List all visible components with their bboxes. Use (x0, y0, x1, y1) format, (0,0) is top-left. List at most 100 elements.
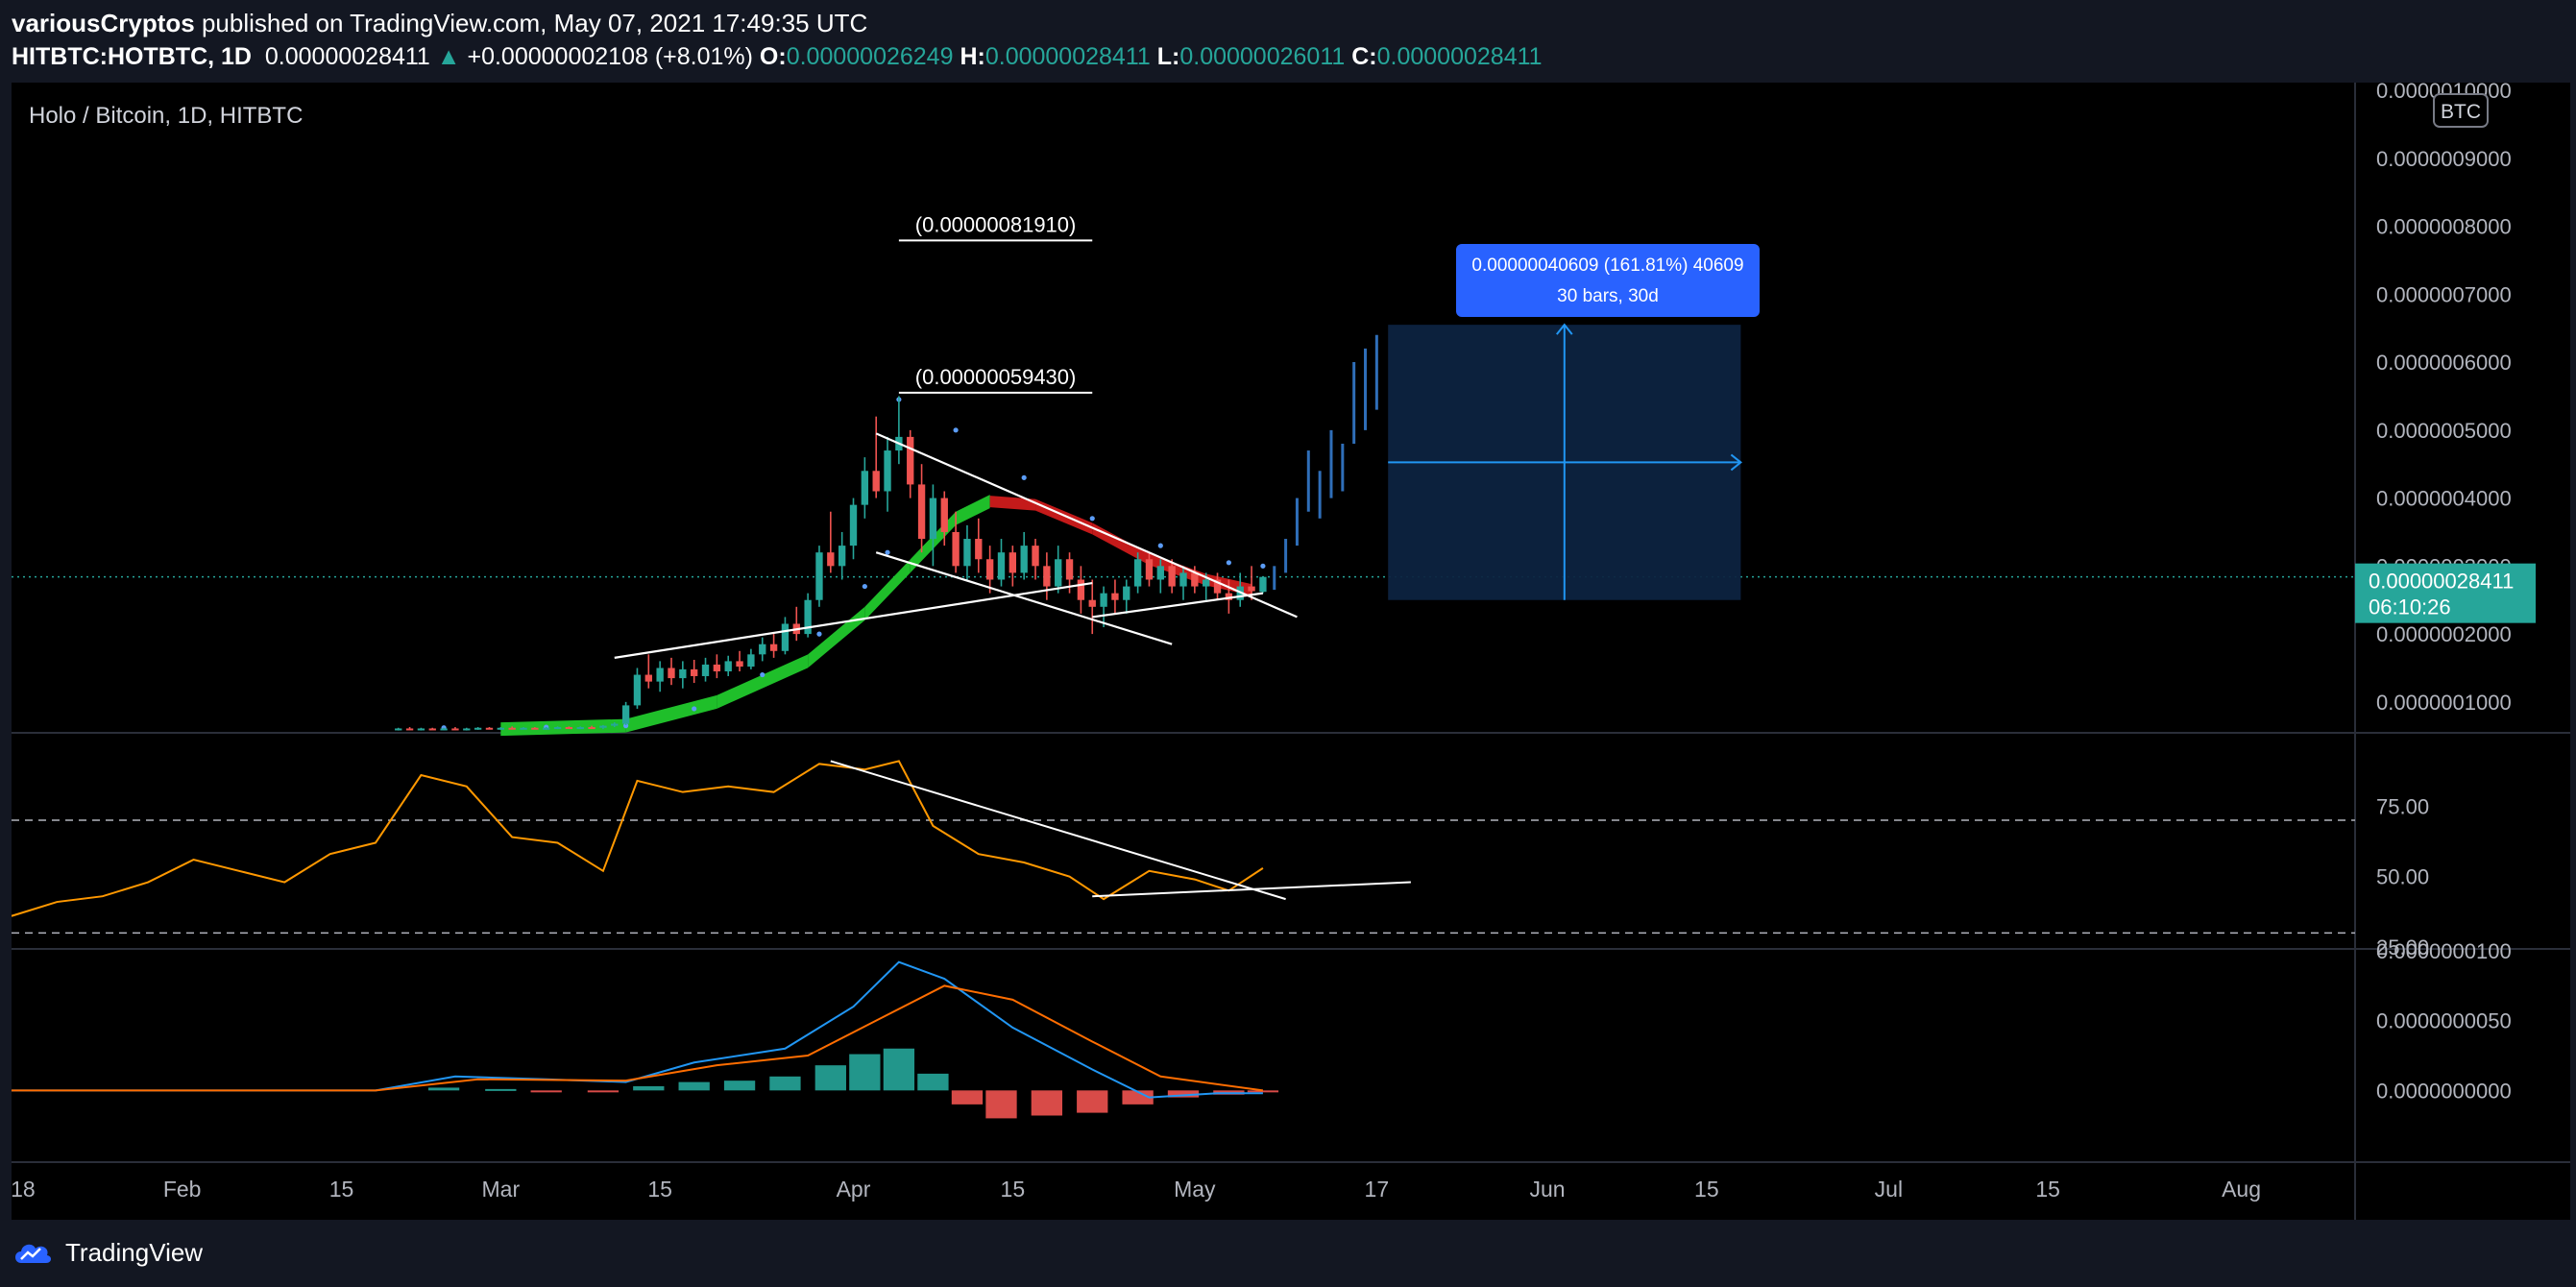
candle-body (417, 728, 425, 731)
footer-brand[interactable]: TradingView (65, 1237, 204, 1267)
macd-tick-label: 0.0000000000 (2376, 1079, 2512, 1103)
last-price: 0.00000028411 (264, 43, 430, 70)
close-label: C: (1351, 43, 1377, 70)
candle-body (428, 728, 436, 731)
candle-body (872, 471, 880, 492)
candle-body (861, 471, 869, 505)
macd-histogram-bar (427, 1087, 460, 1091)
trendlines (614, 432, 1298, 659)
candle-body (1225, 593, 1233, 600)
candle-body (485, 727, 494, 730)
time-tick-label: Feb (163, 1177, 202, 1202)
price-tick-label: 0.0000006000 (2376, 351, 2512, 375)
ohlc-line: HITBTC:HOTBTC, 1D 0.00000028411 ▲ +0.000… (12, 40, 2564, 73)
price-tick-label: 0.0000004000 (2376, 487, 2512, 511)
sar-dot (760, 671, 766, 678)
candle-body (543, 727, 550, 730)
macd-histogram-bar (1247, 1090, 1279, 1093)
candle-body (588, 727, 595, 730)
currency-badge-bg (2433, 93, 2489, 128)
candle-body (656, 668, 664, 682)
level-lower-label: (0.00000059430) (915, 365, 1077, 389)
candle-body (520, 727, 527, 730)
change-arrow: ▲ (436, 43, 461, 70)
candle-body (1191, 572, 1199, 587)
open-label: O: (759, 43, 787, 70)
time-tick-label: 15 (647, 1177, 672, 1202)
candle-body (1259, 576, 1267, 593)
macd-histogram-bar (633, 1085, 665, 1091)
tradingview-cloud-icon[interactable] (12, 1238, 54, 1267)
time-tick-label: 15 (1694, 1177, 1719, 1202)
candle-body (701, 664, 710, 676)
candle-body (884, 450, 891, 492)
level-upper-label: (0.00000081910) (915, 212, 1077, 236)
time-tick-label: 15 (1001, 1177, 1026, 1202)
ma-ribbon-segment (808, 606, 865, 668)
low-label: L: (1156, 43, 1180, 70)
candle-body (1043, 566, 1051, 587)
low-value: 0.00000026011 (1179, 43, 1346, 70)
macd-histogram-bar (883, 1048, 915, 1091)
chart-canvas[interactable]: 0.00000100000.00000090000.00000080000.00… (11, 79, 2570, 1220)
price-tick-label: 0.0000008000 (2376, 215, 2512, 239)
time-tick-label: 15 (329, 1177, 354, 1202)
candle-body (1156, 566, 1164, 580)
price-tick-label: 0.0000005000 (2376, 419, 2512, 443)
projection-tooltip-bg (1456, 244, 1760, 317)
chart-area[interactable]: 0.0000010000 0.0000009000 0.0000008000 0.00… (11, 79, 2570, 1220)
sar-dot (1157, 543, 1163, 548)
macd-tick-label: 0.0000000100 (2376, 939, 2512, 963)
price-tick-label: 0.0000007000 (2376, 282, 2512, 306)
macd-histogram-bar (769, 1076, 801, 1091)
high-value: 0.00000028411 (984, 43, 1151, 70)
candle-body (827, 552, 835, 567)
candle-body (929, 498, 937, 540)
macd-histogram-bar (485, 1088, 517, 1091)
candle-body (781, 623, 790, 651)
sar-dot (1021, 474, 1027, 480)
candle-body (963, 539, 971, 567)
candle-body (531, 727, 539, 730)
rsi-tick-label: 50.00 (2376, 865, 2429, 889)
price-tick-label: 0.0000009000 (2376, 147, 2512, 171)
trendline (1092, 592, 1264, 619)
sar-dot (953, 427, 959, 433)
rsi-line (11, 760, 1264, 917)
symbol-label: HITBTC:HOTBTC, 1D (12, 43, 252, 70)
candle-body (1100, 593, 1107, 607)
candle-body (497, 727, 504, 730)
author-name[interactable]: variousCryptos (12, 9, 195, 37)
candle-body (815, 552, 823, 600)
macd-pane (12, 960, 1279, 1119)
macd-histogram-bar (1031, 1090, 1063, 1116)
time-tick-label: May (1174, 1177, 1216, 1202)
close-value: 0.00000028411 (1376, 43, 1543, 70)
price-tick-label: 0.0000002000 (2376, 622, 2512, 646)
ma-ribbon-segment (500, 718, 626, 737)
candle-body (736, 661, 743, 668)
macd-histogram-bar (678, 1081, 710, 1091)
publish-line: variousCryptos published on TradingView.… (12, 6, 2564, 40)
candle-body (838, 546, 846, 567)
candle-body (633, 674, 642, 706)
level-lines (898, 239, 1093, 394)
projection-tooltip-line1: 0.00000040609 (161.81%) 40609 (1471, 255, 1743, 276)
currency-badge-text: BTC (2441, 101, 2481, 123)
rsi-tick-label: 75.00 (2376, 794, 2429, 818)
ma-ribbon-segment (625, 694, 717, 733)
candle-body (691, 668, 698, 676)
candle-body (405, 728, 414, 731)
currency-badge[interactable]: BTC (2433, 93, 2489, 128)
ma-ribbon-segment (717, 654, 809, 709)
ma-ribbon-segment (989, 496, 1036, 511)
sar-dot (885, 549, 890, 555)
candle-body (940, 498, 948, 532)
trendline (614, 581, 1093, 659)
candle-body (474, 727, 482, 730)
candle-body (1032, 546, 1039, 567)
candle-body (1077, 579, 1085, 600)
pane-dividers (12, 83, 2570, 1220)
last-price-tag: 0.00000028411 06:10:26 (2355, 563, 2536, 623)
candle-body (769, 644, 778, 651)
